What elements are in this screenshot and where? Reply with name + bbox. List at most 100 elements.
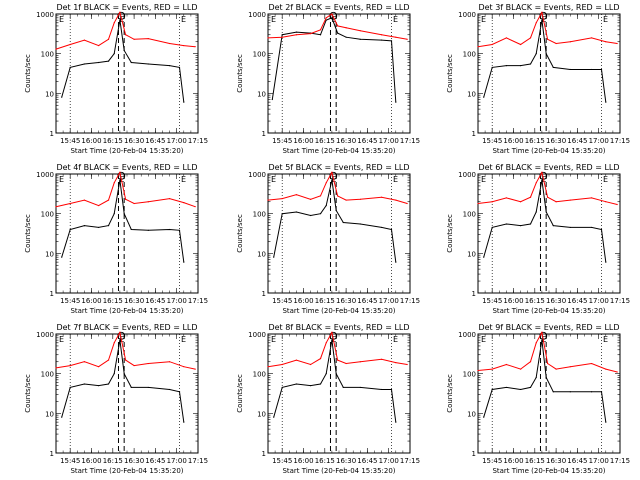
x-tick-label: 16:30 [124, 137, 144, 145]
panel-title: Det 5f BLACK = Events, RED = LLD [268, 163, 409, 172]
data-point-lld [541, 11, 543, 13]
y-tick-label: 10 [467, 90, 476, 98]
series-line-events [483, 340, 607, 423]
data-point-events [600, 391, 603, 393]
data-point-lld [98, 44, 100, 47]
data-point-events [335, 209, 337, 212]
corner-e-label: E [181, 15, 186, 24]
corner-e-label: E [271, 335, 276, 344]
y-tick-label: 1000 [36, 171, 54, 179]
series-line-events [483, 180, 607, 263]
x-tick-label: 16:30 [546, 137, 566, 145]
data-point-lld [98, 366, 100, 368]
data-point-events [331, 17, 333, 19]
data-point-lld [119, 331, 121, 333]
panel-det-3: Det 3f BLACK = Events, RED = LLD 1 10 100 10… [446, 3, 630, 155]
corner-e-label: E [271, 175, 276, 184]
data-point-lld [113, 22, 115, 24]
data-point-lld [345, 362, 347, 365]
data-point-lld [319, 357, 322, 360]
x-tick-label: 16:30 [546, 297, 566, 305]
data-point-lld [147, 37, 149, 40]
data-point-events [319, 383, 322, 385]
corner-e-label: E [181, 335, 186, 344]
x-tick-label: 17:15 [188, 137, 208, 145]
data-point-events [271, 98, 273, 101]
data-point-events [390, 40, 393, 42]
panel-title: Det 4f BLACK = Events, RED = LLD [56, 163, 197, 172]
data-point-events [491, 226, 493, 229]
x-tick-label: 15:45 [272, 297, 292, 305]
plot-frame [267, 13, 411, 134]
data-point-lld [113, 342, 115, 344]
x-tick-label: 16:15 [525, 457, 545, 465]
data-point-events [552, 225, 554, 227]
data-point-lld [331, 331, 333, 333]
data-point-events [123, 373, 125, 375]
x-tick-label: 16:15 [525, 297, 545, 305]
data-point-events [545, 53, 547, 55]
y-axis-label: Counts/sec [446, 214, 454, 253]
data-point-events [491, 388, 493, 391]
data-point-events [390, 388, 393, 391]
y-tick-label: 100 [463, 371, 476, 379]
data-point-lld [183, 44, 185, 47]
data-point-lld [505, 37, 507, 39]
data-point-lld [194, 46, 196, 48]
data-point-lld [591, 362, 593, 365]
y-tick-label: 1 [50, 130, 54, 138]
data-point-events [395, 421, 397, 423]
data-point-events [147, 63, 149, 65]
data-point-lld [194, 368, 196, 370]
plot-frame [55, 13, 199, 134]
x-axis-label: Start Time (20-Feb-04 15:35:20) [70, 147, 183, 155]
data-point-lld [546, 38, 549, 40]
y-tick-label: 100 [463, 211, 476, 219]
x-tick-label: 17:00 [379, 137, 399, 145]
data-point-lld [83, 39, 85, 41]
y-tick-label: 1 [262, 450, 266, 458]
x-tick-label: 16:30 [336, 457, 356, 465]
data-point-lld [406, 363, 408, 366]
data-point-events [591, 391, 593, 393]
data-point-events [325, 373, 327, 375]
data-point-lld [491, 43, 493, 46]
data-point-lld [267, 37, 269, 39]
data-point-lld [319, 29, 322, 31]
data-point-lld [569, 41, 571, 43]
data-point-lld [491, 201, 493, 203]
data-point-lld [336, 25, 339, 27]
x-tick-label: 17:00 [379, 297, 399, 305]
y-axis-label: Counts/sec [24, 374, 32, 413]
y-tick-label: 10 [45, 90, 54, 98]
x-tick-label: 16:15 [315, 297, 335, 305]
data-point-events [183, 421, 185, 423]
data-point-events [83, 63, 85, 65]
data-point-events [83, 383, 85, 385]
data-point-events [491, 66, 493, 69]
plot-frame [55, 173, 199, 294]
x-tick-label: 16:45 [567, 297, 587, 305]
data-point-lld [124, 34, 127, 36]
data-point-events [505, 386, 507, 389]
x-tick-label: 16:15 [525, 137, 545, 145]
data-point-events [591, 226, 593, 229]
data-point-lld [169, 361, 171, 363]
y-tick-label: 10 [45, 250, 54, 258]
data-point-lld [555, 201, 557, 203]
data-point-lld [281, 197, 283, 200]
data-point-events [381, 226, 383, 229]
data-point-events [600, 228, 603, 231]
series-line-lld [477, 10, 618, 48]
data-point-lld [325, 17, 327, 19]
data-point-events [319, 34, 322, 36]
data-point-events [69, 386, 71, 389]
data-point-lld [591, 37, 593, 39]
x-tick-label: 16:30 [124, 297, 144, 305]
x-axis-label: Start Time (20-Feb-04 15:35:20) [282, 147, 395, 155]
data-point-events [483, 256, 485, 258]
data-point-lld [395, 362, 397, 364]
data-point-lld [295, 34, 297, 36]
data-point-events [535, 53, 537, 55]
data-point-events [123, 49, 125, 52]
